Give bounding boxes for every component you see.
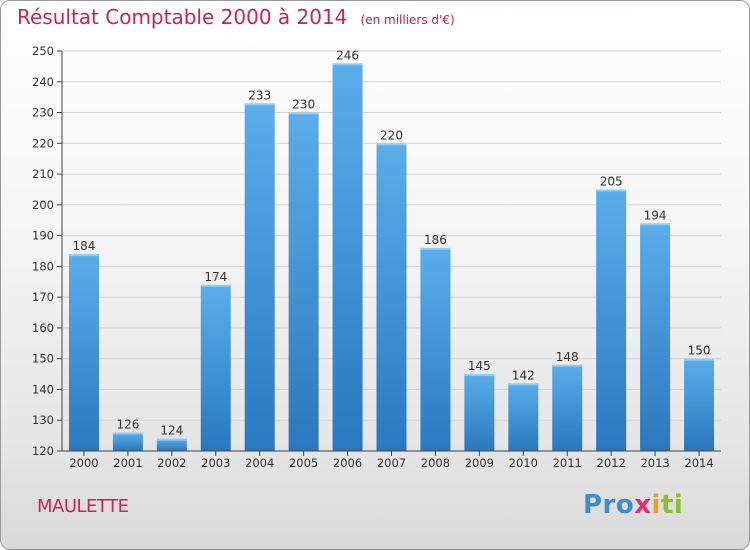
- bar: [640, 223, 671, 451]
- bar: [156, 438, 187, 451]
- commune-name: MAULETTE: [37, 496, 129, 517]
- bar: [200, 284, 231, 451]
- proxiti-logo: Proxiti: [583, 490, 683, 520]
- x-tick-label: 2007: [377, 456, 406, 470]
- bar-highlight: [68, 254, 99, 257]
- bar: [684, 358, 715, 451]
- y-tick-label: 210: [32, 167, 54, 181]
- data-label: 205: [600, 174, 623, 188]
- bar-highlight: [332, 63, 363, 66]
- data-label: 194: [644, 208, 667, 222]
- x-tick-label: 2009: [465, 456, 494, 470]
- data-label: 148: [556, 350, 579, 364]
- data-label: 124: [160, 424, 183, 438]
- x-tick-label: 2002: [157, 456, 186, 470]
- y-tick-label: 230: [32, 106, 54, 120]
- bar: [244, 103, 275, 452]
- bar: [288, 112, 319, 452]
- x-tick-label: 2008: [421, 456, 450, 470]
- x-tick-label: 2006: [333, 456, 362, 470]
- x-tick-label: 2001: [113, 456, 142, 470]
- bar: [508, 383, 539, 451]
- data-label: 174: [204, 270, 227, 284]
- bars: [68, 63, 715, 452]
- bar-highlight: [244, 103, 275, 106]
- x-tick-label: 2010: [509, 456, 538, 470]
- y-tick-label: 180: [32, 259, 54, 273]
- bar: [332, 63, 363, 452]
- x-tick-label: 2014: [684, 456, 713, 470]
- chart-subtitle: (en milliers d'€): [360, 13, 455, 27]
- bar-highlight: [640, 223, 671, 226]
- x-tick-label: 2012: [597, 456, 626, 470]
- data-label: 126: [116, 418, 139, 432]
- y-tick-label: 150: [32, 352, 54, 366]
- y-tick-label: 220: [32, 136, 54, 150]
- x-tick-label: 2005: [289, 456, 318, 470]
- logo-part-1: Pro: [583, 490, 635, 520]
- y-tick-label: 170: [32, 290, 54, 304]
- x-tick-label: 2011: [553, 456, 582, 470]
- data-label: 186: [424, 233, 447, 247]
- x-tick-label: 2013: [640, 456, 669, 470]
- x-tick-label: 2004: [245, 456, 274, 470]
- bar-highlight: [156, 438, 187, 441]
- y-tick-label: 120: [32, 444, 54, 458]
- x-tick-label: 2000: [69, 456, 98, 470]
- data-label: 230: [292, 98, 315, 112]
- logo-part-4: ti: [660, 490, 684, 520]
- data-label: 220: [380, 128, 403, 142]
- data-label: 150: [688, 344, 711, 358]
- bar-highlight: [420, 247, 451, 250]
- bar: [464, 374, 495, 451]
- bar: [596, 189, 627, 451]
- y-tick-label: 130: [32, 413, 54, 427]
- data-label: 184: [73, 239, 96, 253]
- y-tick-label: 250: [32, 44, 54, 58]
- bar-highlight: [508, 383, 539, 386]
- bar-highlight: [464, 374, 495, 377]
- chart-header: Résultat Comptable 2000 à 2014 (en milli…: [17, 5, 455, 29]
- bar: [112, 432, 143, 451]
- bar-highlight: [200, 284, 231, 287]
- bar-highlight: [112, 432, 143, 435]
- chart-title: Résultat Comptable 2000 à 2014: [17, 5, 348, 29]
- x-tick-label: 2003: [201, 456, 230, 470]
- logo-part-3: i: [651, 490, 661, 520]
- bar-highlight: [684, 358, 715, 361]
- logo-part-2: x: [634, 490, 652, 520]
- bar-highlight: [552, 364, 583, 367]
- bar: [376, 143, 407, 452]
- y-tick-label: 190: [32, 229, 54, 243]
- y-tick-label: 240: [32, 75, 54, 89]
- y-tick-label: 200: [32, 198, 54, 212]
- y-tick-label: 140: [32, 382, 54, 396]
- bar-highlight: [596, 189, 627, 192]
- bar: [68, 254, 99, 451]
- bar: [420, 247, 451, 451]
- data-label: 233: [248, 88, 271, 102]
- y-tick-label: 160: [32, 321, 54, 335]
- bar-highlight: [288, 112, 319, 115]
- bar-highlight: [376, 143, 407, 146]
- data-labels: 184 126 124 174 233 230 246 220 186 145 142 148 205 1…: [73, 48, 711, 437]
- bar: [552, 364, 583, 451]
- axes: 120 130 140 150 160 170 180 190 200 210 220 230 240 2…: [32, 44, 721, 470]
- data-label: 246: [336, 48, 359, 62]
- data-label: 145: [468, 359, 491, 373]
- data-label: 142: [512, 368, 535, 382]
